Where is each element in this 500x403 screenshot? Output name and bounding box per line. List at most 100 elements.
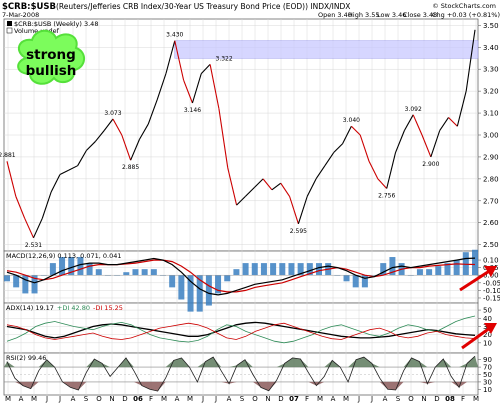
macd-histogram-bar: [361, 275, 368, 288]
macd-legend: MACD(12,26,9) 0.113, 0.071, 0.041: [6, 252, 122, 260]
x-tick-label: S: [84, 395, 89, 403]
y-tick-label: 2.80: [483, 175, 499, 183]
macd-histogram-bar: [215, 275, 222, 294]
x-tick-label: J: [58, 395, 61, 403]
price-segment: [306, 178, 317, 197]
price-segment: [262, 178, 273, 191]
price-legend: $CRB:$USB (Weekly) 3.48 Volume undef: [6, 20, 98, 35]
y-tick-label: 50: [483, 371, 492, 379]
price-segment: [271, 182, 282, 191]
macd-histogram-bar: [59, 257, 66, 276]
price-legend-swatch: [7, 21, 12, 26]
x-tick-label: 07: [289, 395, 299, 403]
price-point-label: 2.595: [290, 228, 307, 235]
price-point-label: 3.322: [216, 55, 233, 62]
macd-histogram-bar: [251, 263, 258, 276]
price-segment: [359, 134, 370, 162]
x-tick-label: A: [331, 395, 336, 403]
price-point-label: 2.756: [378, 192, 395, 199]
symbol-title: $CRB:$USB: [2, 2, 56, 12]
adx-line: [6, 321, 476, 339]
price-segment: [395, 130, 405, 153]
price-segment: [350, 125, 361, 136]
x-tick-label: 08: [445, 395, 455, 403]
x-tick-label: J: [45, 395, 48, 403]
x-tick-label: N: [109, 395, 114, 403]
macd-histogram-bar: [95, 269, 102, 276]
rsi-legend: RSI(2) 99.46: [6, 354, 46, 362]
y-tick-label: 3.50: [483, 22, 499, 30]
price-segment: [386, 152, 397, 189]
price-segment: [77, 150, 87, 166]
y-tick-label: -0.05: [483, 279, 500, 287]
price-segment: [377, 178, 388, 189]
x-tick-label: M: [473, 395, 479, 403]
annotation-line2: bullish: [26, 63, 77, 79]
macd-arrow: [459, 266, 497, 292]
price-segment: [439, 117, 449, 131]
x-axis-labels: M A M J J A S O N D 06 F M A M J J A S O N D 07 F M A M J J A S O N D 08 F M: [5, 395, 479, 403]
x-tick-label: D: [278, 395, 283, 403]
rsi-layer: [4, 355, 478, 392]
adx-layer: [6, 315, 476, 344]
x-tick-label: N: [421, 395, 426, 403]
price-segment: [50, 174, 61, 193]
cloud-shape: [17, 29, 85, 85]
macd-histogram-bar: [141, 269, 148, 276]
macd-arrow-head: [484, 266, 497, 277]
price-segment: [412, 114, 423, 136]
price-segment: [333, 143, 343, 153]
macd-histogram-bar: [316, 263, 322, 276]
y-tick-label: 3.20: [483, 88, 499, 96]
macd-histogram-bar: [4, 275, 10, 282]
x-tick-label: S: [396, 395, 401, 403]
price-point-label: 3.040: [343, 117, 360, 124]
price-segment: [421, 134, 432, 158]
plus-di-line: [6, 315, 476, 344]
y-tick-label: 2.60: [483, 219, 499, 227]
macd-histogram-bar: [270, 263, 277, 276]
x-tick-label: D: [122, 395, 127, 403]
x-tick-label: J: [214, 395, 217, 403]
price-segment: [227, 167, 238, 206]
macd-histogram-bar: [380, 263, 387, 276]
price-segment: [68, 165, 78, 171]
x-tick-label: J: [357, 395, 360, 403]
x-tick-label: M: [187, 395, 193, 403]
x-tick-label: M: [317, 395, 323, 403]
price-point-label: 3.092: [405, 106, 422, 113]
minus-di-line: [6, 322, 476, 340]
macd-histogram-bar: [426, 269, 433, 276]
close-value: Close 3.48: [403, 11, 437, 19]
price-segment: [324, 152, 335, 166]
price-legend-label: $CRB:$USB (Weekly) 3.48: [14, 20, 98, 28]
price-layer: 2.881 2.531 3.073 2.885 3.430 3.146 3.322 2.595…: [0, 29, 476, 249]
price-segment: [138, 123, 149, 140]
y-tick-label: 2.50: [483, 241, 499, 249]
x-tick-label: O: [96, 395, 102, 403]
strong-bullish-cloud: strong bullish: [17, 29, 85, 85]
macd-histogram-bar: [68, 257, 75, 276]
x-tick-label: A: [227, 395, 232, 403]
rsi-panel: [3, 352, 479, 396]
price-segment: [297, 196, 308, 224]
x-tick-label: 06: [133, 395, 143, 403]
x-tick-label: A: [71, 395, 76, 403]
price-point-label: 2.881: [0, 152, 16, 159]
resistance-band: [174, 40, 479, 59]
adx-legend: ADX(14) 19.17 +DI 42.80 -DI 15.25: [6, 304, 123, 312]
price-segment: [147, 99, 158, 125]
price-segment: [218, 108, 229, 168]
price-segment: [156, 73, 167, 101]
x-tick-label: O: [252, 395, 258, 403]
macd-histogram-bar: [435, 266, 442, 276]
chart-date: 7-Mar-2008: [2, 11, 39, 19]
y-tick-label: 0.10: [483, 257, 499, 265]
price-point-label: 2.885: [122, 164, 139, 171]
y-tick-label: 50: [483, 307, 492, 315]
macd-histogram-bar: [178, 275, 185, 300]
price-segment: [209, 64, 220, 109]
macd-histogram-bar: [306, 263, 313, 276]
